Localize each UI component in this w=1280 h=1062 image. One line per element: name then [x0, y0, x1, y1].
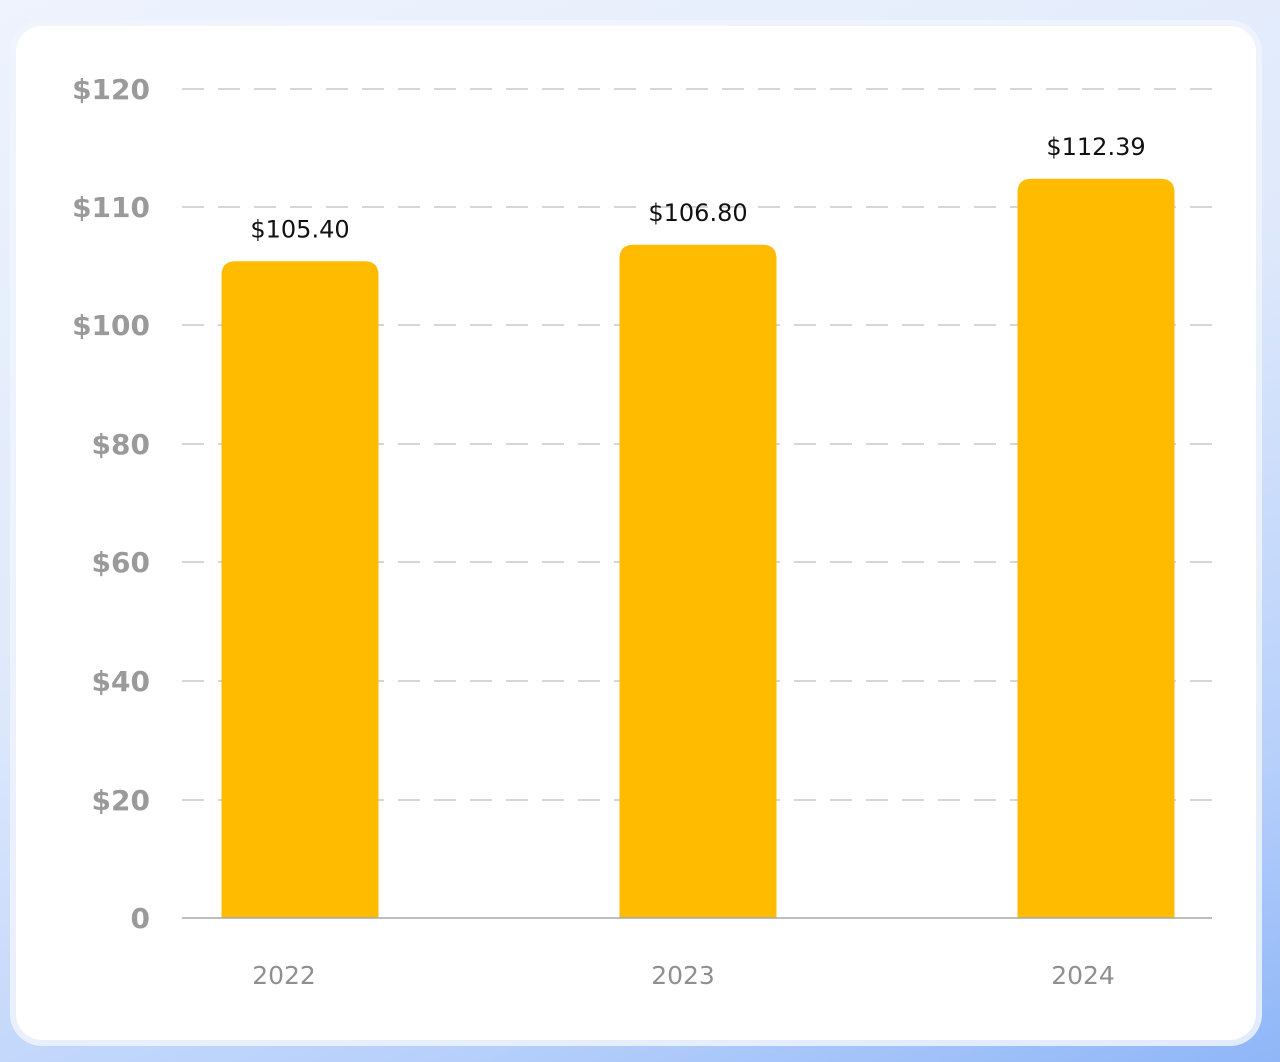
data-labels: $105.40 $106.80 $112.39: [250, 133, 1145, 243]
y-tick-label: $110: [72, 191, 150, 224]
bar-2024: [1017, 178, 1175, 919]
y-tick-label: $20: [92, 784, 150, 817]
bar-2022: [221, 261, 379, 918]
x-tick-label: 2023: [651, 961, 715, 990]
x-tick-label: 2024: [1051, 961, 1115, 990]
y-tick-label: $120: [72, 73, 150, 106]
x-tick-label: 2022: [252, 961, 316, 990]
data-label-2024: $112.39: [1046, 133, 1145, 161]
y-tick-label: $40: [92, 665, 150, 698]
bars: [221, 178, 1175, 919]
y-tick-label: $60: [92, 546, 150, 579]
y-tick-label: 0: [131, 902, 150, 935]
data-label-2023: $106.80: [648, 199, 747, 227]
y-tick-label: $80: [92, 428, 150, 461]
y-axis-ticks: 0 $20 $40 $60 $80 $100 $110 $120: [72, 73, 150, 935]
bar-2023: [619, 244, 777, 918]
x-axis-ticks: 2022 2023 2024: [252, 961, 1115, 990]
y-tick-label: $100: [72, 309, 150, 342]
data-label-2022: $105.40: [250, 215, 349, 243]
